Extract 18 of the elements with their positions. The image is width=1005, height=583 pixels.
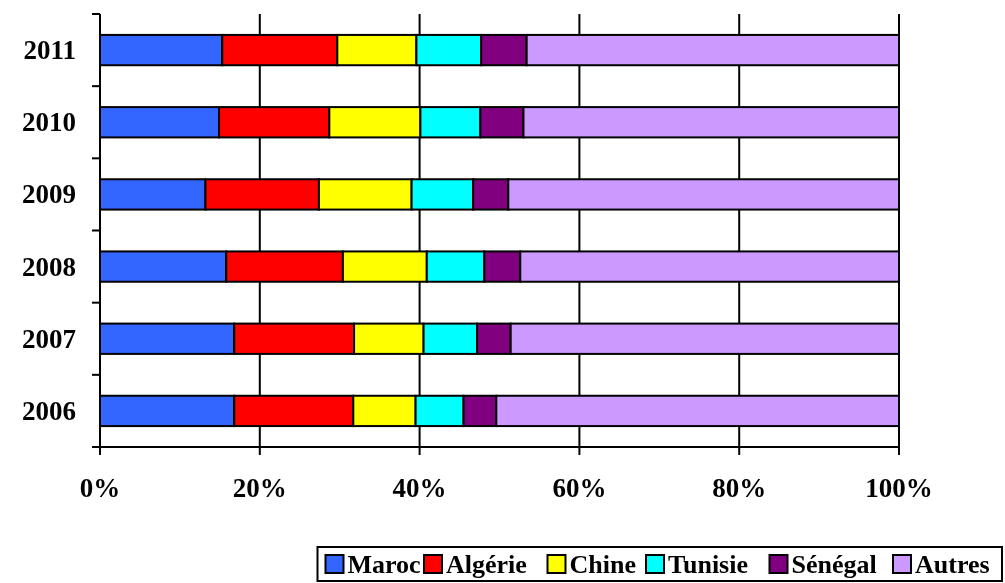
x-tick-label: 0% — [79, 473, 121, 503]
y-tick-label: 2011 — [23, 35, 76, 66]
legend-label: Autres — [915, 549, 990, 579]
y-tick-label: 2007 — [22, 323, 76, 354]
y-tick-label: 2010 — [22, 107, 76, 138]
legend-label: Sénégal — [791, 549, 877, 579]
y-tick-label: 2006 — [22, 395, 76, 426]
x-tick-label: 20% — [232, 473, 287, 503]
legend-label: Maroc — [347, 549, 421, 579]
y-tick-label: 2008 — [22, 251, 76, 282]
x-tick-label: 100% — [865, 473, 933, 503]
legend-label: Tunisie — [668, 549, 748, 579]
legend-label: Chine — [569, 549, 636, 579]
x-tick-label: 80% — [712, 473, 767, 503]
x-tick-label: 60% — [552, 473, 607, 503]
x-tick-label: 40% — [392, 473, 447, 503]
y-tick-label: 2009 — [22, 179, 76, 210]
legend-label: Algérie — [446, 549, 527, 579]
